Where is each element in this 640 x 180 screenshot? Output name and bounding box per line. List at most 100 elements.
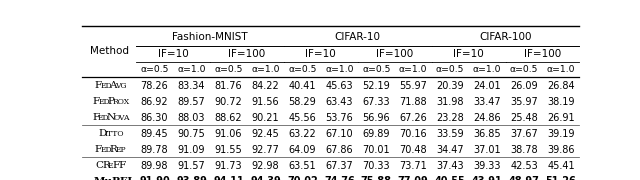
Text: 89.57: 89.57 [178,97,205,107]
Text: 38.78: 38.78 [510,145,538,155]
Text: 55.97: 55.97 [399,81,427,91]
Text: A: A [109,81,116,90]
Text: 45.56: 45.56 [289,113,316,123]
Text: ED: ED [100,82,112,90]
Text: F: F [93,97,100,106]
Text: 69.89: 69.89 [362,129,390,139]
Text: 39.33: 39.33 [474,161,501,170]
Text: E: E [108,161,113,170]
Text: 92.45: 92.45 [252,129,279,139]
Text: F: F [95,145,102,154]
Text: 88.03: 88.03 [178,113,205,123]
Text: ROX: ROX [113,98,130,106]
Text: 71.88: 71.88 [399,97,427,107]
Text: 89.78: 89.78 [141,145,168,155]
Text: Method: Method [90,46,129,56]
Text: 53.76: 53.76 [325,113,353,123]
Text: 52.19: 52.19 [362,81,390,91]
Text: 74.76: 74.76 [324,176,355,180]
Text: 91.56: 91.56 [252,97,279,107]
Text: α=1.0: α=1.0 [547,65,575,74]
Text: 70.01: 70.01 [362,145,390,155]
Text: 86.30: 86.30 [141,113,168,123]
Text: 35.97: 35.97 [510,97,538,107]
Text: α=0.5: α=0.5 [288,65,317,74]
Text: 67.86: 67.86 [326,145,353,155]
Text: Fashion-MNIST: Fashion-MNIST [172,32,248,42]
Text: 89.98: 89.98 [141,161,168,170]
Text: α=1.0: α=1.0 [251,65,280,74]
Text: 39.19: 39.19 [547,129,575,139]
Text: 45.63: 45.63 [326,81,353,91]
Text: N: N [107,113,116,122]
Text: IF=100: IF=100 [524,49,561,59]
Text: 91.73: 91.73 [214,161,243,170]
Text: 24.01: 24.01 [473,81,501,91]
Text: 58.29: 58.29 [289,97,316,107]
Text: 33.59: 33.59 [436,129,464,139]
Text: MuPFL: MuPFL [93,177,135,180]
Text: α=0.5: α=0.5 [436,65,465,74]
Text: OVA: OVA [114,114,130,122]
Text: ED: ED [100,146,112,154]
Text: 67.33: 67.33 [362,97,390,107]
Text: α=0.5: α=0.5 [362,65,390,74]
Text: 70.16: 70.16 [399,129,427,139]
Text: 88.62: 88.62 [214,113,243,123]
Text: 31.98: 31.98 [436,97,464,107]
Text: 37.43: 37.43 [436,161,464,170]
Text: α=0.5: α=0.5 [214,65,243,74]
Text: R: R [109,145,117,154]
Text: 25.48: 25.48 [510,113,538,123]
Text: 42.53: 42.53 [510,161,538,170]
Text: 37.67: 37.67 [510,129,538,139]
Text: 40.55: 40.55 [435,176,465,180]
Text: 70.48: 70.48 [399,145,427,155]
Text: EP: EP [115,146,126,154]
Text: 73.71: 73.71 [399,161,427,170]
Text: 93.89: 93.89 [176,176,207,180]
Text: IF=10: IF=10 [453,49,484,59]
Text: 92.98: 92.98 [252,161,279,170]
Text: 63.51: 63.51 [289,161,316,170]
Text: 64.09: 64.09 [289,145,316,155]
Text: FF: FF [112,161,126,170]
Text: 40.41: 40.41 [289,81,316,91]
Text: 26.84: 26.84 [547,81,575,91]
Text: IF=10: IF=10 [157,49,188,59]
Text: ED: ED [98,98,110,106]
Text: 67.37: 67.37 [325,161,353,170]
Text: CIFAR-100: CIFAR-100 [479,32,532,42]
Text: 91.09: 91.09 [178,145,205,155]
Text: 86.92: 86.92 [141,97,168,107]
Text: 26.09: 26.09 [510,81,538,91]
Text: 84.22: 84.22 [252,81,279,91]
Text: 89.45: 89.45 [141,129,168,139]
Text: 70.33: 70.33 [362,161,390,170]
Text: 81.76: 81.76 [214,81,243,91]
Text: α=1.0: α=1.0 [473,65,501,74]
Text: 51.26: 51.26 [546,176,577,180]
Text: 63.22: 63.22 [289,129,316,139]
Text: 94.39: 94.39 [250,176,281,180]
Text: CIFAR-10: CIFAR-10 [335,32,381,42]
Text: 34.47: 34.47 [436,145,464,155]
Text: 91.90: 91.90 [139,176,170,180]
Text: VG: VG [115,82,127,90]
Text: 39.86: 39.86 [547,145,575,155]
Text: 92.77: 92.77 [252,145,279,155]
Text: 70.02: 70.02 [287,176,317,180]
Text: 90.75: 90.75 [178,129,205,139]
Text: 38.19: 38.19 [547,97,575,107]
Text: 91.06: 91.06 [214,129,242,139]
Text: D: D [99,129,107,138]
Text: 90.21: 90.21 [252,113,279,123]
Text: 91.57: 91.57 [178,161,205,170]
Text: α=1.0: α=1.0 [325,65,353,74]
Text: α=1.0: α=1.0 [177,65,205,74]
Text: 26.91: 26.91 [547,113,575,123]
Text: F: F [92,113,99,122]
Text: 78.26: 78.26 [141,81,168,91]
Text: 36.85: 36.85 [473,129,501,139]
Text: ED: ED [97,114,109,122]
